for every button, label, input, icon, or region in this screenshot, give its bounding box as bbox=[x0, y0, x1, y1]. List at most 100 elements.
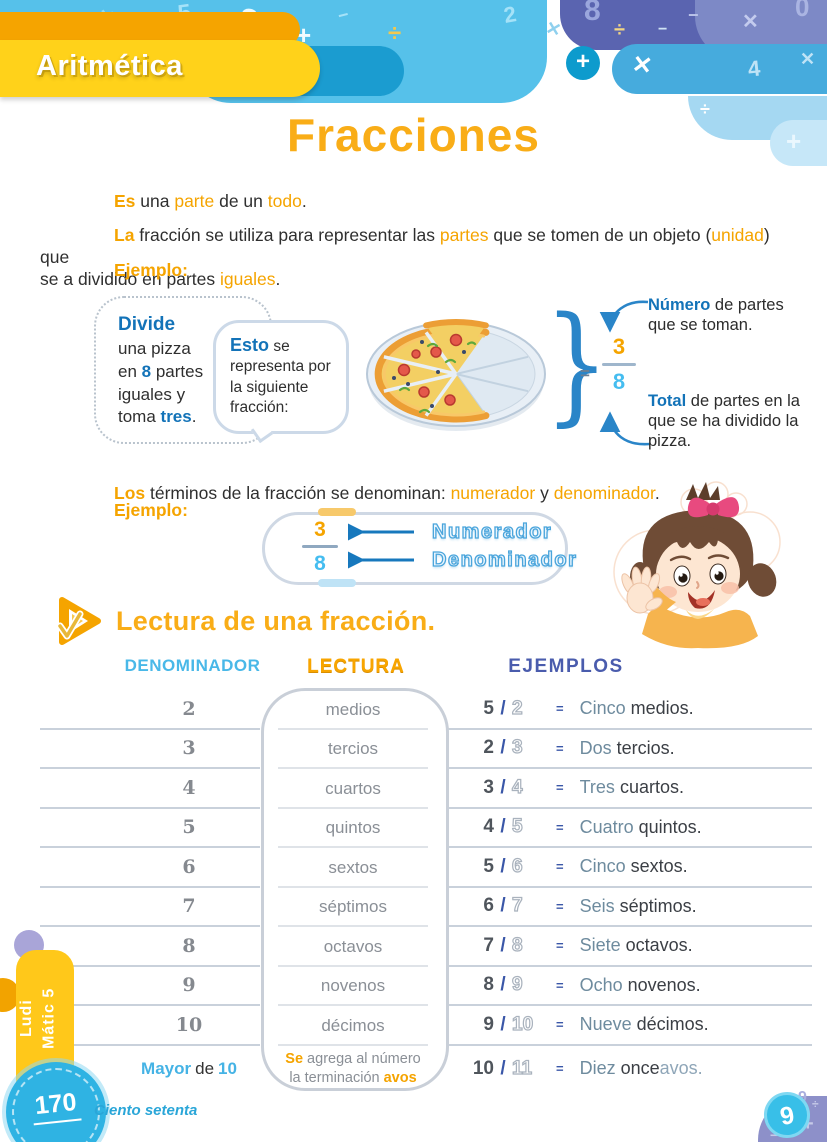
terms-paragraph: Los términos de la fracción se denominan… bbox=[40, 482, 788, 504]
example-denominator: 7 bbox=[511, 895, 523, 917]
text-fragment: La bbox=[114, 224, 135, 245]
text-fragment: Se bbox=[285, 1051, 304, 1068]
text-fragment: la siguiente bbox=[230, 378, 309, 396]
example-cell: 2 / 3 = Dos tercios. bbox=[446, 730, 812, 769]
example-cell: 4 / 5 = Cuatro quintos. bbox=[446, 809, 812, 848]
text-fragment: . bbox=[301, 190, 307, 211]
text-fragment: agrega al número bbox=[303, 1051, 421, 1068]
text-fragment: se a dividido en partes bbox=[40, 269, 220, 290]
denominator-cell: 9 bbox=[40, 967, 260, 1006]
example-numerator: 7 bbox=[483, 934, 494, 956]
denominator-value: 5 bbox=[182, 816, 196, 839]
speech-bubble: Esto se representa por la siguiente frac… bbox=[213, 320, 349, 434]
example-denominator: 10 bbox=[511, 1013, 534, 1035]
text-fragment: partes bbox=[439, 224, 489, 245]
text-fragment: todo bbox=[267, 190, 302, 211]
example-rest: cuartos. bbox=[619, 777, 684, 798]
intro-paragraph-1: Es una parte de un todo. bbox=[40, 190, 788, 212]
example-cell: 6 / 7 = Seis séptimos. bbox=[446, 888, 812, 927]
table-row: 2 medios 5 / 2 = Cinco medios. bbox=[40, 690, 812, 730]
example-cell: 5 / 2 = Cinco medios. bbox=[446, 690, 812, 730]
text-fragment: de bbox=[195, 1058, 215, 1078]
fraction-arrows bbox=[599, 300, 651, 446]
four-icon: 4 bbox=[746, 55, 762, 82]
plus-circle-icon: + bbox=[566, 46, 600, 80]
slash: / bbox=[500, 776, 506, 798]
denominator-value: 8 bbox=[182, 934, 196, 957]
example-rest: medios. bbox=[630, 698, 694, 719]
mayor-number: 10 bbox=[218, 1058, 237, 1078]
text-fragment: Es bbox=[114, 190, 136, 211]
lectura-cell: quintos bbox=[260, 809, 446, 849]
example-numerator: 3 bbox=[483, 776, 494, 798]
denominator-cell: 10 bbox=[40, 1006, 260, 1046]
table-row-mayor: Mayor de 10 Se agrega al número la termi… bbox=[40, 1046, 812, 1092]
example-suffix: avos. bbox=[659, 1058, 703, 1078]
capsule-top-dash bbox=[318, 508, 356, 516]
lectura-cell: sextos bbox=[260, 848, 446, 888]
text-fragment: de partes que se toman. bbox=[648, 296, 784, 334]
example-rest: sextos. bbox=[630, 856, 688, 877]
example-denominator: 2 bbox=[511, 697, 523, 719]
example-denominator: 9 bbox=[511, 974, 523, 996]
text-fragment: términos de la fracción se denominan: bbox=[145, 482, 451, 503]
example-denominator: 3 bbox=[511, 737, 523, 759]
slash: / bbox=[500, 934, 506, 956]
text-fragment: y bbox=[535, 482, 554, 503]
section-arrow-icon bbox=[56, 597, 101, 645]
avos-rule: Se agrega al número la terminación avos bbox=[285, 1050, 420, 1086]
example-label: Ejemplo: bbox=[114, 260, 188, 280]
text-fragment: numerador bbox=[450, 482, 536, 503]
lectura-value: quintos bbox=[325, 818, 381, 838]
text-fragment: la terminación bbox=[289, 1069, 384, 1086]
slash: / bbox=[500, 1057, 506, 1079]
lectura-cell: medios bbox=[260, 690, 446, 730]
minus-icon: − bbox=[688, 5, 699, 25]
lectura-cell: octavos bbox=[260, 927, 446, 967]
numerator-note: Número de partes que se toman. bbox=[648, 296, 808, 336]
pizza-illustration bbox=[366, 319, 546, 431]
example-rest: séptimos. bbox=[619, 895, 697, 916]
text-fragment: unidad bbox=[711, 224, 764, 245]
slash: / bbox=[500, 816, 506, 838]
header-pale-tab bbox=[770, 120, 827, 166]
divide-icon: ÷ bbox=[614, 19, 625, 41]
lectura-value: séptimos bbox=[318, 897, 388, 917]
girl-illustration bbox=[613, 481, 781, 649]
curly-brace: } bbox=[544, 290, 610, 439]
denominator-cell: 2 bbox=[40, 690, 260, 730]
table-row: 4 cuartos 3 / 4 = Tres cuartos. bbox=[40, 769, 812, 809]
text-fragment: parte bbox=[174, 190, 215, 211]
text-fragment: toma bbox=[118, 407, 161, 427]
equals-sign: = bbox=[556, 898, 564, 914]
example-rest: décimos. bbox=[636, 1014, 709, 1035]
lectura-cell: Se agrega al número la terminación avos bbox=[260, 1046, 446, 1092]
example-cell: 5 / 6 = Cinco sextos. bbox=[446, 848, 812, 888]
fraction-table: 2 medios 5 / 2 = Cinco medios. 3 bbox=[40, 690, 812, 1092]
example-word: Ocho bbox=[579, 974, 623, 995]
example-word: Cuatro bbox=[579, 816, 634, 837]
times-icon: ✕ bbox=[630, 50, 654, 81]
denominator-value: 6 bbox=[182, 855, 196, 878]
table-row: 6 sextos 5 / 6 = Cinco sextos. bbox=[40, 848, 812, 888]
example-cell: 3 / 4 = Tres cuartos. bbox=[446, 769, 812, 809]
lectura-value: medios bbox=[325, 699, 381, 719]
terms-capsule bbox=[262, 512, 568, 585]
example-rest: once bbox=[620, 1058, 660, 1078]
denominator-cell: 5 bbox=[40, 809, 260, 848]
table-row: 5 quintos 4 / 5 = Cuatro quintos. bbox=[40, 809, 812, 849]
table-row: 10 décimos 9 / 10 = Nueve décimos. bbox=[40, 1006, 812, 1046]
example-rest: quintos. bbox=[638, 816, 702, 837]
capsule-bottom-dash bbox=[318, 579, 356, 587]
lectura-value: novenos bbox=[320, 976, 386, 996]
times-icon: ✕ bbox=[742, 11, 759, 33]
text-fragment: ) que bbox=[40, 224, 770, 267]
text-fragment: fracción: bbox=[230, 398, 289, 416]
text-fragment: de partes en la que se ha dividido la pi… bbox=[648, 392, 800, 450]
text-fragment: una bbox=[135, 190, 175, 211]
example-numerator: 5 bbox=[483, 855, 494, 877]
equals-sign: = bbox=[556, 1017, 564, 1033]
text-fragment: fracción se utiliza para representar las bbox=[134, 224, 440, 245]
column-header-ejemplos: EJEMPLOS bbox=[508, 656, 624, 677]
